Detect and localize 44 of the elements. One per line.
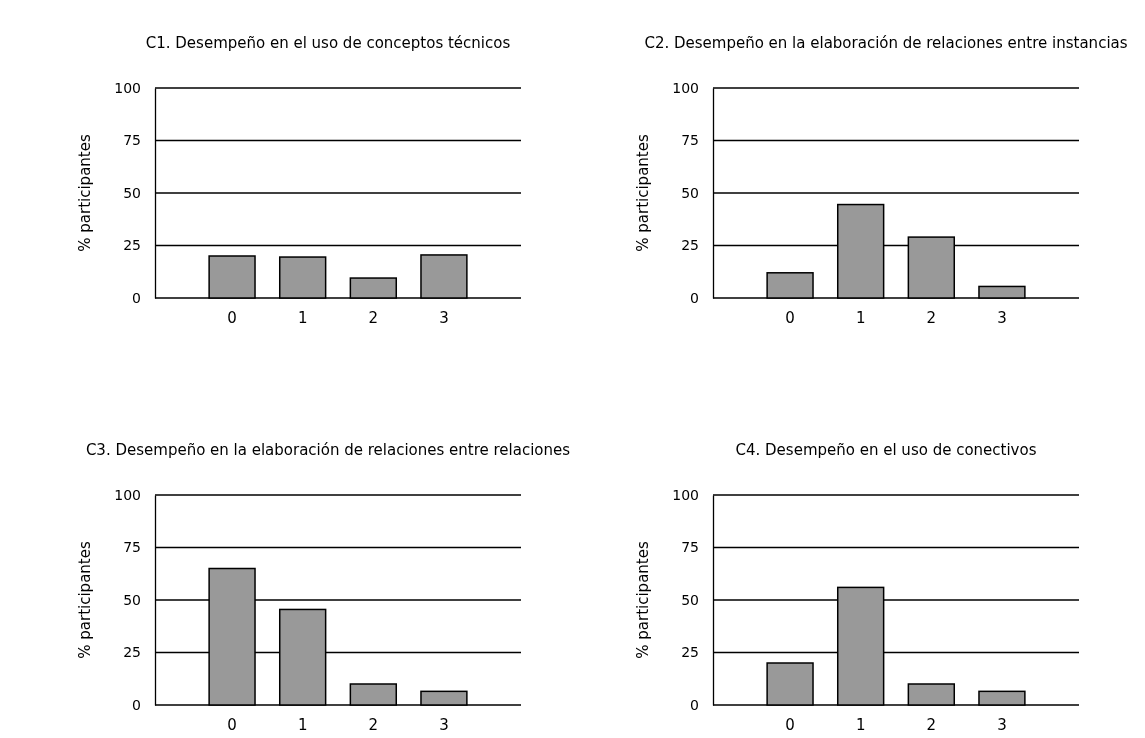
- x-tick-label: 3: [439, 715, 449, 734]
- x-tick-label: 0: [785, 715, 795, 734]
- y-tick-label: 0: [690, 289, 699, 306]
- y-tick-label: 50: [123, 184, 141, 201]
- x-tick-label: 0: [227, 308, 237, 327]
- y-tick-label: 75: [123, 539, 141, 556]
- y-tick-label: 100: [672, 486, 699, 503]
- chart-title: C4. Desempeño en el uso de conectivos: [735, 441, 1037, 459]
- y-tick-label: 100: [114, 486, 141, 503]
- y-tick-label: 75: [681, 132, 699, 149]
- y-tick-label: 0: [132, 696, 141, 713]
- y-tick-label: 0: [690, 696, 699, 713]
- y-tick-label: 50: [123, 591, 141, 608]
- chart-title: C3. Desempeño en la elaboración de relaciones entre relaciones: [85, 441, 571, 459]
- y-tick-label: 0: [132, 289, 141, 306]
- y-tick-label: 25: [681, 237, 699, 254]
- x-tick-label: 3: [997, 715, 1007, 734]
- y-tick-label: 75: [681, 539, 699, 556]
- x-tick-label: 1: [297, 715, 308, 734]
- chart-title: C2. Desempeño en la elaboración de relaciones entre instancias: [644, 34, 1128, 52]
- x-tick-label: 0: [785, 308, 795, 327]
- x-tick-label: 3: [997, 308, 1007, 327]
- y-tick-label: 75: [123, 132, 141, 149]
- y-axis-title: % participantes: [76, 541, 94, 659]
- y-tick-label: 25: [681, 644, 699, 661]
- y-axis-title: % participantes: [634, 541, 652, 659]
- x-tick-label: 2: [926, 715, 937, 734]
- y-axis-title: % participantes: [634, 134, 652, 252]
- x-tick-label: 2: [926, 308, 937, 327]
- y-tick-label: 50: [681, 184, 699, 201]
- y-tick-label: 100: [114, 79, 141, 96]
- x-tick-label: 0: [227, 715, 237, 734]
- x-tick-label: 2: [368, 715, 379, 734]
- x-tick-label: 1: [297, 308, 308, 327]
- x-tick-label: 3: [439, 308, 449, 327]
- y-tick-label: 50: [681, 591, 699, 608]
- y-tick-label: 25: [123, 644, 141, 661]
- chart-title: C1. Desempeño en el uso de conceptos técnicos: [145, 34, 511, 52]
- x-tick-label: 1: [855, 308, 866, 327]
- y-tick-label: 100: [672, 79, 699, 96]
- y-tick-label: 25: [123, 237, 141, 254]
- x-tick-label: 2: [368, 308, 379, 327]
- y-axis-title: % participantes: [76, 134, 94, 252]
- x-tick-label: 1: [855, 715, 866, 734]
